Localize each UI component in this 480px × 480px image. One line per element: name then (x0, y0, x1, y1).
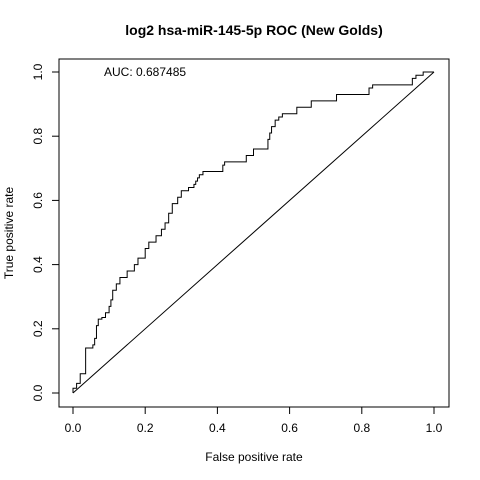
chart-title: log2 hsa-miR-145-5p ROC (New Golds) (125, 22, 382, 38)
x-tick-label: 0.4 (209, 421, 226, 435)
roc-curve-line (72, 71, 434, 393)
plot-area (72, 71, 435, 394)
y-tick-label: 0.4 (31, 256, 45, 273)
y-tick-label: 0.8 (31, 128, 45, 145)
x-axis-label: False positive rate (205, 450, 303, 464)
plot-frame (58, 58, 450, 408)
x-tick-label: 0.2 (137, 421, 154, 435)
x-tick-label: 0.8 (353, 421, 370, 435)
x-tick-label: 0.0 (65, 421, 82, 435)
y-tick-label: 0.2 (31, 320, 45, 337)
y-tick-label: 0.0 (31, 384, 45, 401)
y-axis: 0.0 0.2 0.4 0.6 0.8 1.0 (31, 63, 59, 401)
x-axis: 0.0 0.2 0.4 0.6 0.8 1.0 (65, 407, 443, 435)
x-tick-label: 1.0 (426, 421, 443, 435)
x-tick-label: 0.6 (281, 421, 298, 435)
y-axis-label: True positive rate (2, 187, 16, 280)
y-tick-label: 0.6 (31, 192, 45, 209)
y-tick-label: 1.0 (31, 63, 45, 80)
chance-diagonal-line (72, 71, 435, 394)
auc-annotation: AUC: 0.687485 (104, 65, 186, 79)
